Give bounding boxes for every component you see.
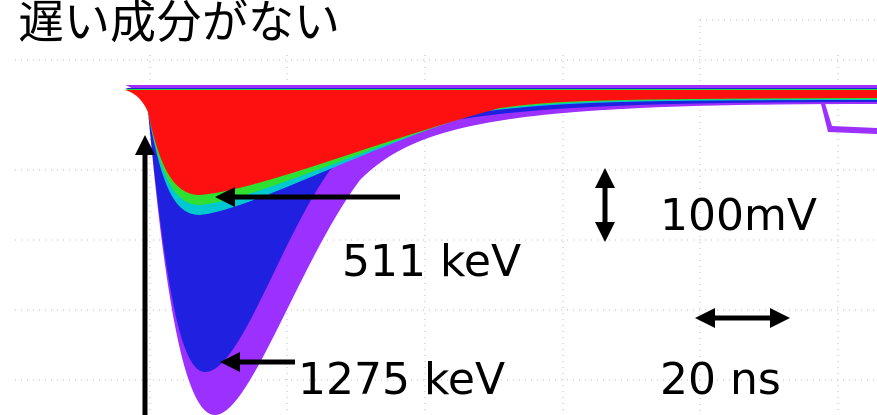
- time-scale: 20 ns: [660, 354, 781, 405]
- label-1275: 1275 keV: [298, 354, 505, 405]
- label-511: 511 keV: [342, 236, 521, 287]
- slide: 遅い成分がない 100mV 511 keV 1275 keV 20 ns: [0, 0, 877, 415]
- voltage-scale: 100mV: [660, 190, 817, 241]
- title: 遅い成分がない: [18, 0, 340, 49]
